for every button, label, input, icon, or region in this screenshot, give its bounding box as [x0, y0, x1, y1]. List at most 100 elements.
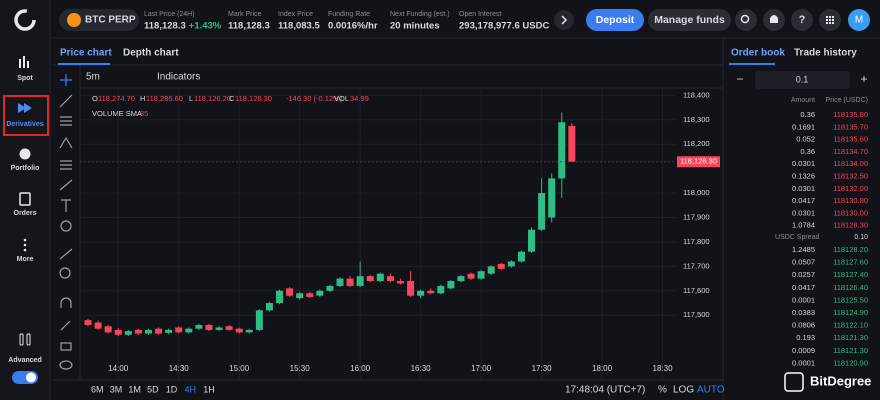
y-tick-label: 117,700	[683, 261, 710, 270]
y-tick-label: 117,900	[683, 212, 710, 221]
candle-body	[548, 178, 556, 218]
ohlc-key: H	[140, 94, 145, 103]
tool[interactable]	[60, 116, 72, 126]
x-tick-label: 15:00	[229, 364, 250, 373]
candle-body	[155, 328, 163, 334]
icon[interactable]	[26, 333, 31, 346]
ohlc-value: 118,274.70	[98, 94, 135, 103]
stat-change: +1.43%	[189, 21, 222, 32]
ohlc-value: 118,126.20	[194, 94, 231, 103]
tool[interactable]	[59, 267, 71, 279]
chevron	[561, 15, 568, 25]
avatar-letter: M	[855, 15, 863, 26]
market-pill[interactable]	[59, 9, 139, 31]
icon[interactable]	[19, 333, 24, 346]
tool[interactable]	[59, 179, 73, 191]
range-button[interactable]: 1H	[203, 384, 215, 394]
manage-button[interactable]	[648, 9, 731, 31]
icon[interactable]	[23, 56, 25, 68]
tool[interactable]	[60, 320, 71, 331]
tab[interactable]: Price chart	[60, 48, 112, 59]
candle-body	[276, 290, 284, 304]
tool[interactable]	[59, 360, 73, 370]
logo[interactable]	[14, 9, 36, 31]
icon[interactable]	[27, 61, 29, 68]
bid-price: 118124.90	[833, 308, 868, 317]
plus-button[interactable]: +	[860, 72, 867, 86]
nav-label[interactable]: Orders	[14, 210, 37, 217]
avatar[interactable]	[848, 9, 870, 31]
bid-amount: 0.0417	[792, 283, 815, 292]
candle-body	[316, 290, 324, 296]
icon[interactable]	[19, 192, 31, 206]
step-box[interactable]	[755, 71, 850, 89]
range-button[interactable]: 6M	[91, 384, 104, 394]
bid-amount: 0.0507	[792, 258, 815, 267]
interval[interactable]: 5m	[86, 72, 100, 83]
nav-label[interactable]: Spot	[17, 75, 33, 82]
volume-sma: 35	[140, 109, 148, 118]
log-toggle[interactable]: LOG	[673, 385, 694, 396]
tab[interactable]: Trade history	[794, 48, 857, 59]
percent-toggle[interactable]: %	[658, 385, 667, 396]
stat-value: 118,128.3	[144, 21, 186, 32]
candle-body	[407, 281, 415, 296]
vol-value: 34.99	[350, 94, 369, 103]
bid-price: 118128.20	[833, 245, 868, 254]
candle-body	[356, 276, 364, 286]
tool[interactable]	[59, 94, 73, 108]
candle-body	[84, 320, 92, 326]
candle-body	[558, 122, 566, 179]
tool[interactable]	[59, 248, 73, 260]
minus-button[interactable]: −	[736, 72, 743, 86]
tool[interactable]	[60, 342, 72, 351]
range-button[interactable]: 4H	[185, 384, 197, 394]
candle-body	[245, 329, 253, 333]
range-button[interactable]: 5D	[147, 384, 159, 394]
ask-price: 118134.00	[833, 159, 868, 168]
tab[interactable]: Order book	[731, 48, 785, 59]
y-tick-label: 118,000	[683, 188, 710, 197]
deposit-button[interactable]	[586, 9, 644, 31]
drawing-tools	[59, 74, 73, 370]
tool[interactable]	[60, 74, 72, 86]
icon[interactable]	[23, 238, 27, 242]
nav-label[interactable]: More	[17, 256, 34, 263]
nav-label[interactable]: Portfolio	[11, 165, 40, 172]
indicators[interactable]: Indicators	[157, 72, 200, 83]
ask-amount: 0.0301	[792, 184, 815, 193]
candle-body	[175, 327, 183, 333]
icon[interactable]	[23, 248, 27, 252]
tool[interactable]	[60, 160, 72, 170]
tab[interactable]: Depth chart	[123, 48, 179, 59]
x-tick-label: 17:30	[532, 364, 553, 373]
spread-label: USDC Spread	[775, 234, 819, 241]
ask-price: 118128.30	[833, 221, 868, 230]
range-button[interactable]: 3M	[110, 384, 123, 394]
auto-toggle[interactable]: AUTO	[697, 385, 725, 396]
tool[interactable]	[60, 297, 72, 308]
icon[interactable]	[18, 103, 32, 113]
search-button[interactable]	[735, 9, 757, 31]
bid-amount: 0.0001	[792, 358, 815, 367]
icon[interactable]	[19, 59, 21, 68]
icon[interactable]	[19, 148, 31, 160]
help-button[interactable]	[791, 9, 813, 31]
candle-body	[568, 125, 576, 162]
candle-body	[255, 310, 263, 330]
stat-value: 293,178,977.6 USDC	[459, 21, 549, 32]
ask-price: 118132.50	[833, 171, 868, 180]
icon[interactable]	[23, 243, 27, 247]
next-button[interactable]	[554, 10, 574, 30]
bid-amount: 0.193	[796, 333, 815, 342]
nav-label[interactable]: Derivatives	[6, 121, 43, 128]
range-button[interactable]: 1M	[128, 384, 141, 394]
highlight-box	[3, 95, 49, 136]
ohlc-key: O	[92, 94, 98, 103]
tool[interactable]	[60, 220, 72, 232]
tool[interactable]	[61, 199, 71, 212]
range-button[interactable]: 1D	[166, 384, 178, 394]
tool[interactable]	[59, 136, 73, 149]
